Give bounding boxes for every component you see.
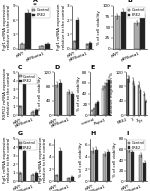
Bar	[67, 178, 70, 181]
Bar	[59, 83, 62, 115]
Bar	[91, 111, 93, 115]
Bar	[55, 175, 58, 181]
Bar	[107, 152, 110, 181]
Bar	[86, 44, 88, 49]
Bar	[115, 16, 120, 49]
Bar	[135, 23, 140, 49]
Y-axis label: % of cell viability: % of cell viability	[38, 76, 42, 111]
Bar	[144, 94, 145, 115]
Bar	[22, 151, 26, 181]
Bar	[35, 110, 38, 115]
Y-axis label: % of cell viability: % of cell viability	[97, 10, 101, 45]
Y-axis label: Relative migration %: Relative migration %	[110, 72, 114, 115]
Bar	[20, 44, 25, 49]
Text: C: C	[18, 65, 22, 70]
Y-axis label: Fgf1 mRNA expression
relative to the control: Fgf1 mRNA expression relative to the con…	[3, 137, 11, 183]
Legend: Control, ERE2: Control, ERE2	[127, 7, 145, 18]
Bar	[19, 173, 22, 181]
Bar	[104, 86, 106, 115]
Y-axis label: Fgf1 mRNA expression
relative to the control: Fgf1 mRNA expression relative to the con…	[3, 4, 11, 50]
Legend: Control, ERE2: Control, ERE2	[127, 140, 145, 150]
Y-axis label: Fgf1 mRNA expression
relative to the control: Fgf1 mRNA expression relative to the con…	[39, 137, 47, 183]
Bar	[134, 87, 135, 115]
Bar	[97, 102, 99, 115]
Bar	[127, 149, 130, 181]
Y-axis label: % of cell viability: % of cell viability	[113, 143, 117, 177]
Bar	[133, 81, 134, 115]
Bar	[143, 163, 146, 181]
Bar	[26, 13, 30, 49]
Bar	[67, 92, 70, 115]
Bar	[55, 85, 58, 115]
Bar	[89, 43, 92, 49]
Y-axis label: Fgf1 mRNA expression
relative to the control: Fgf1 mRNA expression relative to the con…	[57, 4, 66, 50]
Bar	[95, 104, 97, 115]
Bar	[31, 175, 34, 181]
Bar	[91, 151, 94, 181]
Bar	[73, 41, 76, 49]
Bar	[95, 150, 98, 181]
Text: E: E	[90, 65, 94, 70]
Bar	[103, 154, 106, 181]
Bar	[127, 79, 128, 115]
Bar	[138, 85, 139, 115]
Bar	[22, 81, 26, 115]
Bar	[131, 152, 134, 181]
Legend: Control, ERE2: Control, ERE2	[19, 140, 37, 150]
Text: F: F	[126, 65, 131, 70]
Bar	[71, 176, 74, 181]
Bar	[19, 106, 22, 115]
Bar	[45, 44, 50, 49]
Y-axis label: % of cell viability: % of cell viability	[77, 76, 81, 111]
Text: A: A	[33, 0, 37, 3]
Bar	[31, 112, 34, 115]
Bar	[145, 101, 146, 115]
Text: I: I	[126, 131, 129, 136]
Legend: Control, ERE2: Control, ERE2	[32, 7, 50, 18]
Text: D: D	[54, 65, 59, 70]
Text: H: H	[90, 131, 96, 136]
Bar	[140, 14, 146, 49]
Legend: Control, ERE2: Control, ERE2	[19, 74, 37, 84]
Bar	[59, 151, 62, 181]
Bar	[39, 46, 44, 49]
Bar	[128, 79, 129, 115]
Bar	[121, 12, 126, 49]
Y-axis label: RSPO2 mRNA expression
relative to the control: RSPO2 mRNA expression relative to the co…	[3, 68, 11, 119]
Bar	[140, 90, 141, 115]
Bar	[71, 94, 74, 115]
Bar	[139, 155, 142, 181]
Bar	[106, 83, 108, 115]
Bar	[76, 20, 79, 49]
Bar	[93, 109, 95, 115]
Y-axis label: % of cell viability: % of cell viability	[80, 143, 83, 177]
Bar	[108, 80, 110, 115]
Text: B: B	[128, 0, 132, 3]
Bar	[102, 88, 104, 115]
Text: **: **	[32, 3, 37, 8]
Bar	[35, 173, 38, 181]
Text: G: G	[18, 131, 23, 136]
